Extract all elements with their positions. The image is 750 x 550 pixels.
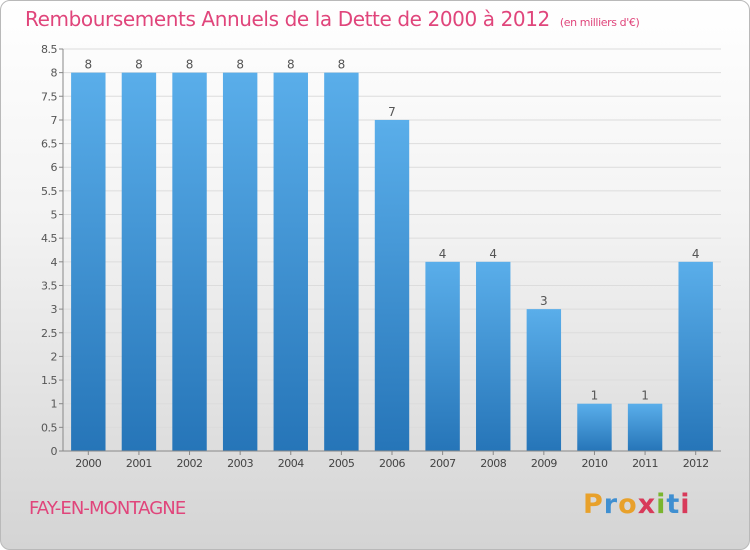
x-tick-label: 2000	[75, 457, 101, 470]
data-label: 3	[540, 294, 548, 308]
data-label: 8	[236, 58, 244, 72]
title-text: Remboursements Annuels de la Dette de 20…	[25, 7, 550, 31]
city-name: FAY-EN-MONTAGNE	[29, 498, 186, 519]
bar	[71, 72, 106, 451]
bars: 8 8 8 8 8 8 7 4 4 3 1 1 4	[71, 58, 713, 452]
bar	[678, 261, 713, 451]
proxiti-logo: Proxiti	[583, 489, 691, 520]
bar	[577, 403, 612, 451]
x-tick-label: 2006	[379, 457, 405, 470]
y-tick-label: 8	[51, 67, 58, 80]
data-label: 4	[692, 247, 700, 261]
x-tick-label: 2003	[227, 457, 253, 470]
bar	[374, 119, 410, 452]
axes: 0 0.5 1 1.5 2 2.5 3 3.5 4 4.5 5 5.5 6 6.5 7 7.5 8 8.5 2000…	[41, 43, 721, 470]
x-tick-label: 2010	[581, 457, 607, 470]
y-tick-label: 1.5	[41, 374, 57, 387]
bar	[476, 261, 511, 451]
data-label: 8	[287, 58, 295, 72]
data-label: 8	[338, 58, 346, 72]
logo-letter: i	[656, 489, 667, 520]
y-tick-label: 5.5	[41, 185, 57, 198]
bar	[627, 403, 663, 451]
bar	[324, 72, 359, 451]
data-label: 8	[84, 58, 92, 72]
y-tick-label: 7	[51, 114, 58, 127]
logo-letter: t	[666, 489, 681, 520]
x-tick-label: 2009	[531, 457, 557, 470]
data-label: 4	[439, 247, 447, 261]
y-tick-label: 0	[51, 445, 58, 458]
x-tick-label: 2002	[177, 457, 203, 470]
chart-subtitle: (en milliers d'€)	[559, 16, 640, 29]
logo-letter: o	[618, 489, 638, 520]
y-tick-label: 6.5	[41, 138, 57, 151]
x-tick-label: 2011	[632, 457, 658, 470]
chart-title: Remboursements Annuels de la Dette de 20…	[25, 7, 640, 31]
bar	[526, 309, 562, 451]
y-tick-label: 3.5	[41, 279, 57, 292]
data-label: 1	[591, 389, 599, 403]
x-tick-label: 2001	[126, 457, 152, 470]
y-tick-label: 1	[51, 398, 58, 411]
x-tick-label: 2005	[328, 457, 354, 470]
bar	[222, 72, 258, 451]
logo-letter: i	[680, 489, 691, 520]
bar	[425, 261, 460, 451]
x-tick-label: 2008	[480, 457, 506, 470]
y-tick-label: 4	[51, 256, 58, 269]
x-tick-label: 2004	[278, 457, 304, 470]
bar	[172, 72, 207, 451]
y-tick-label: 8.5	[41, 43, 57, 56]
y-tick-label: 2	[51, 350, 58, 363]
y-tick-label: 2.5	[41, 327, 57, 340]
data-label: 7	[388, 105, 396, 119]
bar	[121, 72, 157, 451]
bar	[273, 72, 308, 451]
data-label: 4	[489, 247, 497, 261]
x-tick-label: 2012	[683, 457, 709, 470]
data-label: 8	[186, 58, 194, 72]
y-tick-label: 7.5	[41, 90, 57, 103]
y-tick-label: 4.5	[41, 232, 57, 245]
y-tick-label: 3	[51, 303, 58, 316]
y-tick-label: 0.5	[41, 421, 57, 434]
logo-letter: r	[603, 489, 619, 520]
x-tick-label: 2007	[430, 457, 456, 470]
y-tick-label: 6	[51, 161, 58, 174]
data-label: 1	[641, 389, 649, 403]
y-tick-label: 5	[51, 209, 58, 222]
data-label: 8	[135, 58, 143, 72]
logo-letter: x	[637, 489, 657, 520]
logo-letter: P	[583, 489, 604, 520]
